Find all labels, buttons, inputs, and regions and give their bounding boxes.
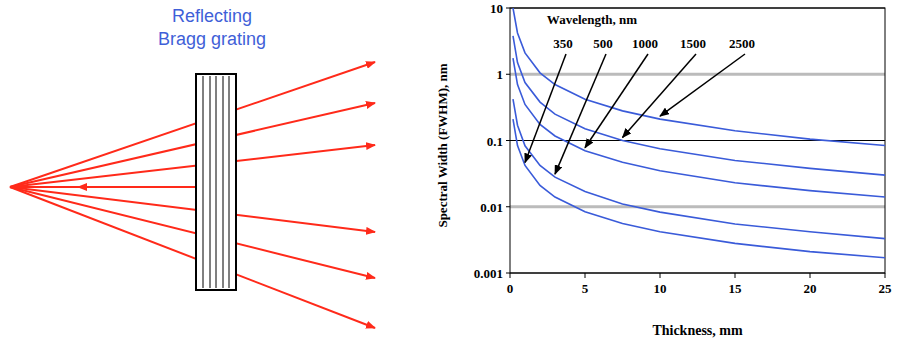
- x-tick: [660, 273, 661, 278]
- y-tick: [506, 140, 510, 141]
- series-label: 1500: [680, 36, 706, 51]
- x-tick-label: 10: [654, 281, 667, 296]
- grating-line: [229, 76, 230, 288]
- series-group: [513, 8, 885, 258]
- diagram-title: Reflecting: [172, 6, 252, 26]
- grating-line: [223, 76, 224, 288]
- grating-line: [216, 76, 217, 288]
- series-line: [513, 8, 885, 146]
- ray: [10, 62, 375, 187]
- series-label: 500: [593, 36, 613, 51]
- page: Reflecting Bragg grating 0.001 0.01 0.1 1 10 0 5…: [0, 0, 900, 357]
- x-tick: [735, 273, 736, 278]
- ray: [10, 187, 375, 232]
- grating: [196, 74, 236, 290]
- label-arrow: [660, 54, 745, 116]
- diagram-title: Bragg grating: [158, 29, 266, 49]
- chart: 0.001 0.01 0.1 1 10 0 5 10 15 20 25 Thickness, mm Sp…: [435, 1, 892, 338]
- series-label: 2500: [729, 36, 755, 51]
- ray: [10, 187, 375, 328]
- x-tick: [810, 273, 811, 278]
- x-tick-label: 20: [804, 281, 817, 296]
- ray: [10, 103, 375, 187]
- x-tick: [585, 273, 586, 278]
- x-axis-label: Thickness, mm: [652, 323, 743, 338]
- y-tick-label: 1: [497, 67, 504, 82]
- x-tick-label: 25: [879, 281, 893, 296]
- label-arrow: [623, 54, 697, 138]
- label-arrow: [555, 54, 606, 174]
- series-label: 1000: [632, 36, 658, 51]
- grid-line: [510, 73, 885, 76]
- y-tick: [506, 8, 510, 9]
- y-tick-label: 0.01: [480, 200, 503, 215]
- series-line: [513, 36, 885, 175]
- label-arrow: [525, 54, 566, 162]
- grating-line: [203, 76, 204, 288]
- label-arrow: [585, 54, 648, 148]
- x-tick-label: 0: [507, 281, 514, 296]
- x-tick: [885, 273, 886, 278]
- y-tick-label: 0.001: [474, 266, 503, 281]
- x-tick-label: 5: [582, 281, 589, 296]
- y-tick-label: 10: [490, 1, 503, 16]
- bragg-diagram: Reflecting Bragg grating: [10, 6, 375, 328]
- y-tick: [506, 74, 510, 75]
- ray: [10, 186, 196, 188]
- ray: [10, 145, 375, 187]
- y-tick: [506, 206, 510, 207]
- plot-frame: [510, 8, 885, 273]
- x-tick: [510, 273, 511, 278]
- y-axis-label: Spectral Width (FWHM), nm: [435, 63, 450, 227]
- y-tick-label: 0.1: [487, 134, 503, 149]
- series-label: 350: [553, 36, 573, 51]
- grid-line: [510, 205, 885, 208]
- series-line: [513, 58, 885, 197]
- legend-title: Wavelength, nm: [547, 12, 637, 27]
- y-tick: [506, 273, 510, 274]
- ray: [10, 187, 375, 278]
- grating-line: [210, 76, 211, 288]
- x-tick-label: 15: [729, 281, 743, 296]
